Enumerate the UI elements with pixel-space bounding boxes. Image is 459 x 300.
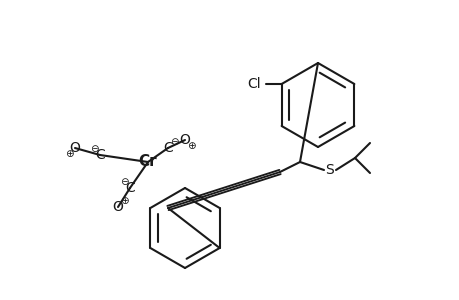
Text: S: S: [325, 163, 334, 177]
Text: Cr: Cr: [138, 154, 157, 169]
Text: C: C: [95, 148, 105, 162]
Text: ⊕: ⊕: [186, 141, 195, 151]
Text: ⊖: ⊖: [90, 144, 98, 154]
Text: C: C: [163, 141, 173, 155]
Text: ⊖: ⊖: [169, 137, 178, 147]
Text: ⊖: ⊖: [119, 177, 128, 187]
Text: O: O: [69, 141, 80, 155]
Text: O: O: [179, 133, 190, 147]
Text: ⊕: ⊕: [119, 196, 128, 206]
Text: C: C: [125, 181, 134, 195]
Text: Cl: Cl: [246, 77, 260, 91]
Text: ⊕: ⊕: [64, 149, 73, 159]
Text: O: O: [112, 200, 123, 214]
